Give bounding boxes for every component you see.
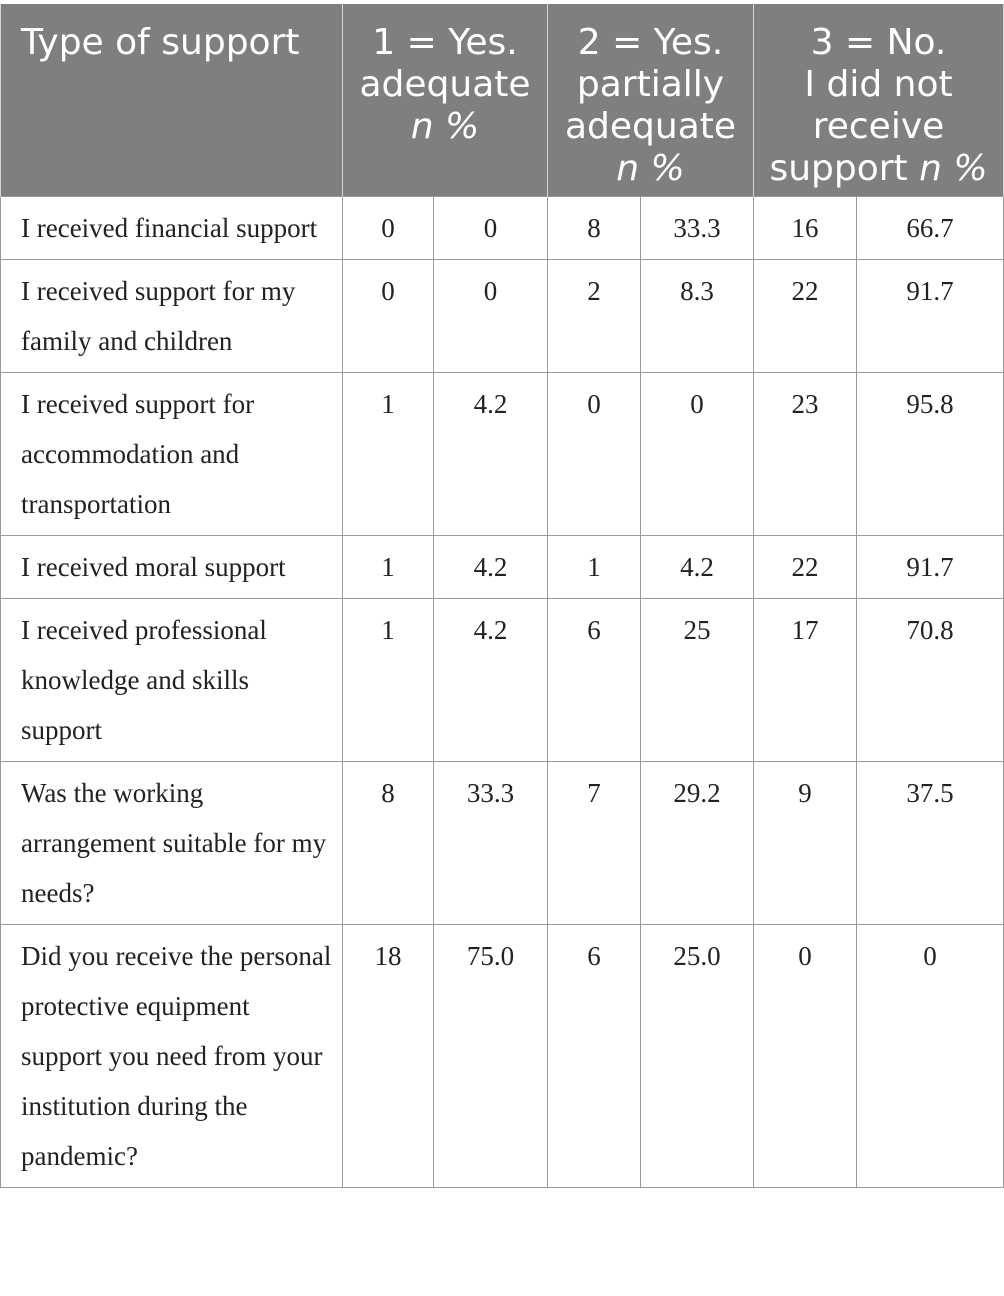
cell-none-pct: 37.5: [855, 761, 1004, 925]
cell-adequate-n: 0: [342, 196, 434, 260]
cell-adequate-pct: 4.2: [433, 598, 548, 762]
cell-none-n: 9: [753, 761, 857, 925]
cell-adequate-n: 8: [342, 761, 434, 925]
header-type-of-support: Type of support: [0, 4, 343, 197]
cell-none-pct: 91.7: [855, 535, 1004, 599]
row-label: I received financial support: [0, 196, 343, 260]
cell-adequate-n: 18: [342, 924, 434, 1188]
cell-partial-pct: 25.0: [640, 924, 754, 1188]
table-row: I received professional knowledge and sk…: [0, 598, 1004, 762]
header-no-support: 3 = No. I did not receive support n %: [752, 4, 1004, 197]
table-row: I received support for my family and chi…: [0, 259, 1004, 373]
row-label: Did you receive the personal protective …: [0, 924, 343, 1188]
cell-none-n: 17: [753, 598, 857, 762]
cell-partial-n: 7: [547, 761, 641, 925]
cell-none-n: 16: [753, 196, 857, 260]
cell-adequate-pct: 0: [433, 259, 548, 373]
cell-none-n: 23: [753, 372, 857, 536]
support-table: Type of support 1 = Yes. adequate n % 2 …: [0, 4, 1004, 1188]
cell-adequate-n: 1: [342, 372, 434, 536]
cell-none-pct: 70.8: [855, 598, 1004, 762]
row-label: I received support for my family and chi…: [0, 259, 343, 373]
table-row: Was the working arrangement suitable for…: [0, 761, 1004, 925]
cell-partial-pct: 8.3: [640, 259, 754, 373]
cell-partial-pct: 25: [640, 598, 754, 762]
header-yes-adequate: 1 = Yes. adequate n %: [342, 4, 548, 197]
cell-partial-n: 6: [547, 598, 641, 762]
table-row: I received support for accommodation and…: [0, 372, 1004, 536]
cell-adequate-pct: 75.0: [433, 924, 548, 1188]
header-row: Type of support 1 = Yes. adequate n % 2 …: [0, 4, 1004, 197]
header-yes-partially-adequate: 2 = Yes. partially adequate n %: [547, 4, 754, 197]
row-label: I received moral support: [0, 535, 343, 599]
cell-partial-pct: 0: [640, 372, 754, 536]
table-row: I received financial support 0 0 8 33.3 …: [0, 196, 1004, 260]
cell-partial-pct: 33.3: [640, 196, 754, 260]
cell-adequate-pct: 0: [433, 196, 548, 260]
cell-adequate-pct: 4.2: [433, 535, 548, 599]
cell-partial-pct: 29.2: [640, 761, 754, 925]
cell-none-n: 0: [753, 924, 857, 1188]
cell-adequate-n: 1: [342, 598, 434, 762]
cell-none-pct: 66.7: [855, 196, 1004, 260]
cell-partial-n: 2: [547, 259, 641, 373]
cell-adequate-pct: 33.3: [433, 761, 548, 925]
cell-none-pct: 91.7: [855, 259, 1004, 373]
cell-partial-n: 0: [547, 372, 641, 536]
cell-adequate-pct: 4.2: [433, 372, 548, 536]
cell-partial-n: 6: [547, 924, 641, 1188]
cell-partial-n: 8: [547, 196, 641, 260]
cell-partial-n: 1: [547, 535, 641, 599]
table-row: I received moral support 1 4.2 1 4.2 22 …: [0, 535, 1004, 599]
cell-none-n: 22: [753, 535, 857, 599]
table-row: Did you receive the personal protective …: [0, 924, 1004, 1188]
cell-none-pct: 0: [855, 924, 1004, 1188]
cell-partial-pct: 4.2: [640, 535, 754, 599]
cell-adequate-n: 1: [342, 535, 434, 599]
cell-none-n: 22: [753, 259, 857, 373]
cell-adequate-n: 0: [342, 259, 434, 373]
row-label: I received support for accommodation and…: [0, 372, 343, 536]
row-label: Was the working arrangement suitable for…: [0, 761, 343, 925]
row-label: I received professional knowledge and sk…: [0, 598, 343, 762]
cell-none-pct: 95.8: [855, 372, 1004, 536]
